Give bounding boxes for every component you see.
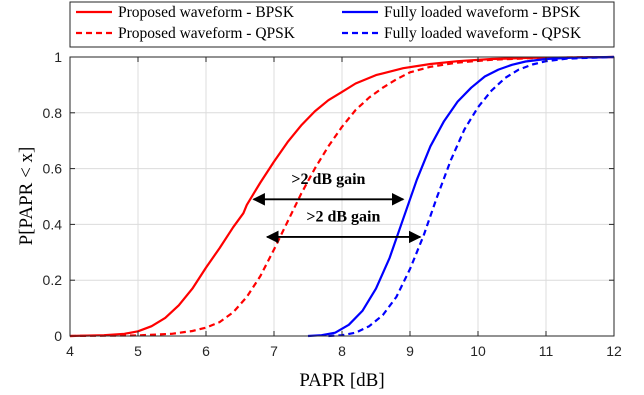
x-tick-label: 7	[270, 343, 278, 359]
legend-box	[69, 1, 615, 48]
series-line-3	[307, 55, 615, 338]
x-tick-label: 10	[470, 343, 486, 359]
y-tick-label: 1	[54, 49, 62, 65]
axes: 4 5 6 7 8 9 10 11 12 0 0.2 0.4 0.6 0.8 1	[43, 49, 622, 359]
legend: Proposed waveform - BPSK Proposed wavefor…	[69, 1, 615, 48]
annotation-layer: >2 dB gain >2 dB gain	[252, 171, 422, 244]
x-tick-label: 12	[606, 343, 622, 359]
x-tick-label: 9	[406, 343, 414, 359]
y-tick-label: 0	[54, 328, 62, 344]
x-axis-label: PAPR [dB]	[299, 370, 384, 391]
x-tick-label: 5	[134, 343, 142, 359]
x-tick-label: 11	[539, 343, 554, 359]
gain-annotation-1: >2 dB gain	[291, 171, 365, 188]
y-tick-label: 0.2	[43, 272, 63, 288]
legend-label-3: Fully loaded waveform - BPSK	[384, 4, 581, 21]
y-tick-label: 0.4	[43, 216, 63, 232]
series-line-1	[69, 55, 615, 338]
y-tick-label: 0.6	[43, 161, 63, 177]
y-axis-label: P[PAPR < x]	[16, 147, 37, 246]
gain-annotation-2: >2 dB gain	[306, 209, 380, 226]
x-tick-label: 8	[338, 343, 346, 359]
y-tick-label: 0.8	[43, 105, 63, 121]
x-tick-label: 4	[66, 343, 74, 359]
legend-label-2: Proposed waveform - QPSK	[118, 25, 296, 42]
legend-label-1: Proposed waveform - BPSK	[118, 4, 295, 21]
legend-label-4: Fully loaded waveform - QPSK	[384, 25, 582, 42]
series-layer	[69, 55, 615, 338]
x-tick-label: 6	[202, 343, 210, 359]
series-line-4	[328, 55, 615, 338]
